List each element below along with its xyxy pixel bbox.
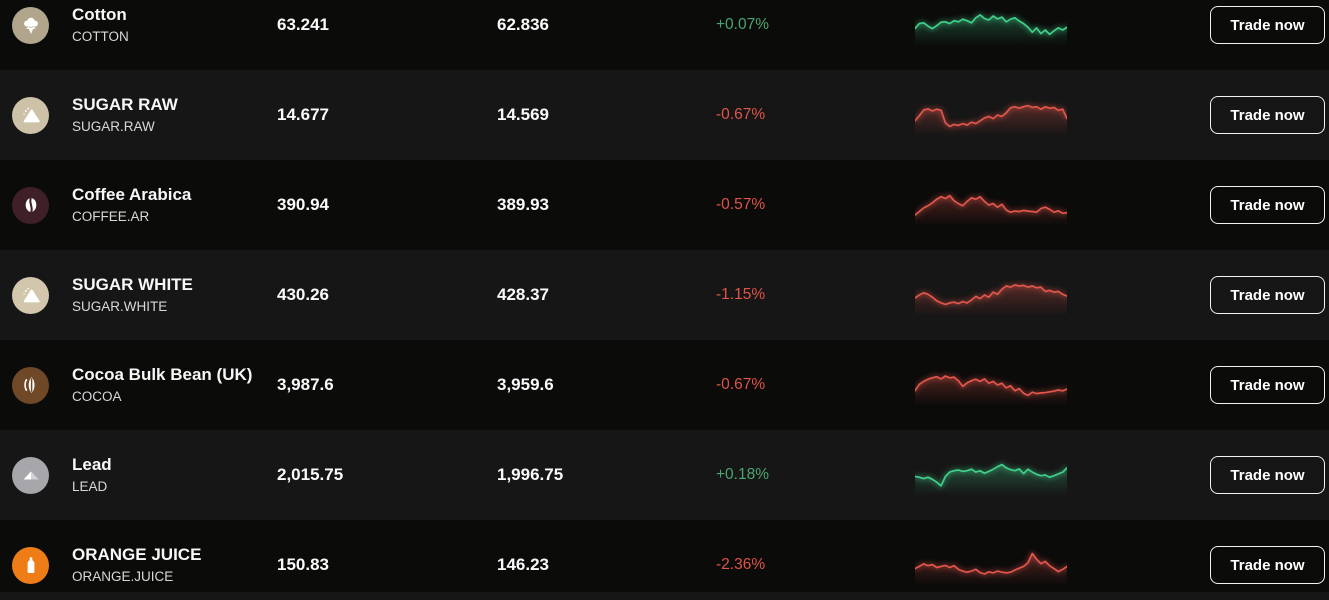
metal-ingot-icon (12, 456, 49, 494)
trade-now-button[interactable]: Trade now (1210, 96, 1325, 134)
instrument-name: Cotton (72, 5, 127, 24)
instrument-name-cell: ORANGE JUICE ORANGE.JUICE (60, 545, 277, 585)
instrument-symbol: SUGAR.RAW (72, 119, 155, 134)
trade-now-button[interactable]: Trade now (1210, 366, 1325, 404)
instrument-name: ORANGE JUICE (72, 545, 202, 564)
instrument-name-cell: Cocoa Bulk Bean (UK) COCOA (60, 365, 277, 405)
sell-price: 430.26 (277, 285, 329, 304)
instrument-name: Coffee Arabica (72, 185, 192, 204)
sell-price: 2,015.75 (277, 465, 344, 484)
price-sparkline (915, 453, 1067, 497)
sugar-icon (12, 276, 49, 314)
trade-now-button[interactable]: Trade now (1210, 456, 1325, 494)
instrument-name: SUGAR WHITE (72, 275, 193, 294)
sell-price: 390.94 (277, 195, 329, 214)
table-row[interactable]: ORANGE JUICE ORANGE.JUICE 150.83 146.23 -2.3… (0, 520, 1329, 600)
change-percent: -0.67% (716, 376, 766, 393)
table-row[interactable]: Cocoa Bulk Bean (UK) COCOA 3,987.6 3,959.6 -… (0, 340, 1329, 430)
juice-bottle-icon (12, 546, 49, 584)
trade-now-button[interactable]: Trade now (1210, 186, 1325, 224)
buy-price: 428.37 (497, 285, 549, 304)
coffee-bean-icon (12, 186, 49, 224)
change-percent: -0.67% (716, 106, 766, 123)
buy-price: 62.836 (497, 15, 549, 34)
instrument-name-cell: SUGAR RAW SUGAR.RAW (60, 95, 277, 135)
sugar-icon (12, 96, 49, 134)
instrument-name: SUGAR RAW (72, 95, 178, 114)
instrument-name: Lead (72, 455, 112, 474)
change-percent: +0.18% (716, 466, 770, 483)
price-sparkline (915, 3, 1067, 47)
sell-price: 14.677 (277, 105, 329, 124)
instrument-name-cell: SUGAR WHITE SUGAR.WHITE (60, 275, 277, 315)
change-percent: -0.57% (716, 196, 766, 213)
change-percent: -2.36% (716, 556, 766, 573)
price-sparkline (915, 543, 1067, 587)
table-row[interactable]: SUGAR RAW SUGAR.RAW 14.677 14.569 -0.67% Trad… (0, 70, 1329, 160)
instrument-name-cell: Coffee Arabica COFFEE.AR (60, 185, 277, 225)
buy-price: 3,959.6 (497, 375, 554, 394)
trade-now-button[interactable]: Trade now (1210, 546, 1325, 584)
sell-price: 63.241 (277, 15, 329, 34)
buy-price: 146.23 (497, 555, 549, 574)
trade-now-button[interactable]: Trade now (1210, 6, 1325, 44)
price-sparkline (915, 273, 1067, 317)
price-sparkline (915, 183, 1067, 227)
table-row[interactable]: Coffee Arabica COFFEE.AR 390.94 389.93 -0.57… (0, 160, 1329, 250)
sell-price: 3,987.6 (277, 375, 334, 394)
table-row[interactable]: SUGAR WHITE SUGAR.WHITE 430.26 428.37 -1.15%… (0, 250, 1329, 340)
instrument-symbol: LEAD (72, 479, 108, 494)
change-percent: +0.07% (716, 16, 770, 33)
buy-price: 14.569 (497, 105, 549, 124)
table-row[interactable]: Cotton COTTON 63.241 62.836 +0.07% Trade now (0, 0, 1329, 70)
instrument-symbol: COFFEE.AR (72, 209, 150, 224)
buy-price: 1,996.75 (497, 465, 564, 484)
buy-price: 389.93 (497, 195, 549, 214)
change-percent: -1.15% (716, 286, 766, 303)
instrument-name: Cocoa Bulk Bean (UK) (72, 365, 253, 384)
sell-price: 150.83 (277, 555, 329, 574)
instrument-name-cell: Lead LEAD (60, 455, 277, 495)
cocoa-pod-icon (12, 366, 49, 404)
instrument-symbol: ORANGE.JUICE (72, 569, 174, 584)
table-row[interactable]: Lead LEAD 2,015.75 1,996.75 +0.18% Trade now (0, 430, 1329, 520)
cotton-icon (12, 6, 49, 44)
instrument-name-cell: Cotton COTTON (60, 5, 277, 45)
price-sparkline (915, 93, 1067, 137)
price-sparkline (915, 363, 1067, 407)
next-row-edge (0, 592, 1329, 600)
instrument-symbol: COTTON (72, 29, 129, 44)
instrument-symbol: SUGAR.WHITE (72, 299, 168, 314)
instrument-symbol: COCOA (72, 389, 122, 404)
trade-now-button[interactable]: Trade now (1210, 276, 1325, 314)
